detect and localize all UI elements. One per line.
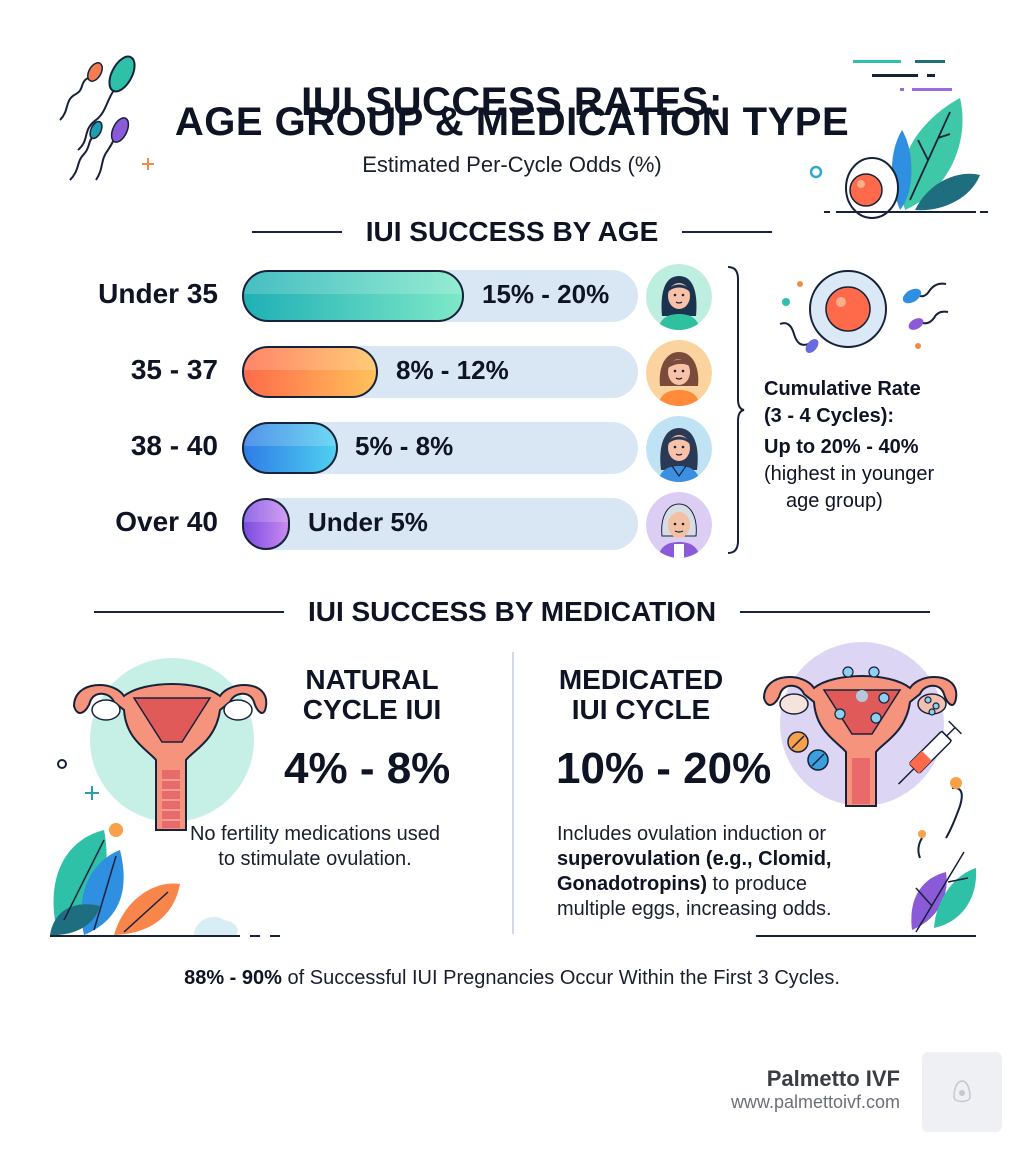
footnote-highlight: 88% - 90%	[184, 967, 282, 989]
cumulative-rate-note: Cumulative Rate (3 - 4 Cycles): Up to 20…	[764, 376, 994, 515]
avatar-young-woman-icon	[646, 264, 712, 330]
age-section-heading: IUI SUCCESS BY AGE	[240, 212, 784, 252]
avatar-older-woman-icon	[646, 492, 712, 558]
sperm-decor-icon	[59, 55, 154, 181]
heading-rule	[93, 611, 284, 613]
bar-value: Under 5%	[308, 507, 428, 537]
cumulative-cycles: (3 - 4 Cycles):	[764, 405, 895, 427]
bar-track	[242, 498, 638, 550]
cumulative-value: Up to 20% - 40%	[764, 436, 919, 458]
age-row-35-37: 35 - 37 8% - 12%	[0, 340, 740, 406]
footnote: 88% - 90% of Successful IUI Pregnancies …	[0, 967, 1024, 990]
age-label: 35 - 37	[130, 354, 218, 385]
medicated-desc-line1: Includes ovulation induction or	[557, 823, 827, 845]
page-title-line1: IUI SUCCESS RATES:	[301, 80, 723, 124]
medicated-cycle-value: 10% - 20%	[556, 744, 772, 793]
brand-name: Palmetto IVF	[766, 1066, 900, 1091]
natural-desc-line2: to stimulate ovulation.	[218, 848, 412, 870]
medicated-cycle-title: MEDICATED IUI CYCLE	[556, 665, 726, 725]
natural-desc-line1: No fertility medications used	[189, 823, 441, 845]
bar-value: 8% - 12%	[396, 355, 509, 385]
heading-rule	[251, 231, 342, 233]
brand-logo	[922, 1052, 1002, 1132]
avatar-woman-brown-hair-icon	[646, 340, 712, 406]
bar-fill	[242, 498, 290, 550]
natural-title-line1: NATURAL	[305, 664, 439, 695]
heading-rule	[682, 231, 773, 233]
heading-rule	[740, 611, 931, 613]
medication-section-heading: IUI SUCCESS BY MEDICATION	[76, 592, 948, 632]
brand-url[interactable]: www.palmettoivf.com	[730, 1092, 900, 1112]
age-row-38-40: 38 - 40 5% - 8%	[0, 416, 740, 482]
bar-value: 15% - 20%	[482, 279, 610, 309]
age-row-over-40: Over 40 Under 5%	[0, 492, 740, 558]
avatar-woman-dark-hair-icon	[646, 416, 712, 482]
cumulative-note-line1: (highest in younger	[764, 463, 935, 485]
bar-fill	[242, 270, 464, 322]
medicated-title-line2: IUI CYCLE	[571, 694, 711, 725]
cumulative-title: Cumulative Rate	[764, 378, 921, 400]
age-label: Over 40	[115, 506, 218, 537]
page-subtitle: Estimated Per-Cycle Odds (%)	[362, 152, 662, 177]
bracket-icon	[727, 266, 745, 554]
uterus-natural-icon	[50, 658, 280, 937]
medication-section-title: IUI SUCCESS BY MEDICATION	[307, 596, 717, 627]
natural-cycle-title: NATURAL CYCLE IUI	[292, 665, 452, 725]
egg-leaf-decor-icon	[810, 60, 988, 219]
bar-value: 5% - 8%	[355, 431, 454, 461]
natural-title-line2: CYCLE IUI	[302, 694, 442, 725]
page-title-line2: AGE GROUP & MEDICATION TYPE	[174, 100, 850, 144]
natural-cycle-value: 4% - 8%	[284, 744, 451, 793]
brand-logo-icon	[953, 1080, 971, 1103]
bar-fill	[242, 422, 338, 474]
footnote-text: of Successful IUI Pregnancies Occur With…	[281, 967, 840, 989]
cumulative-note-line2: age group)	[786, 490, 883, 512]
age-label: 38 - 40	[130, 430, 218, 461]
bar-fill	[242, 346, 378, 398]
age-section-title: IUI SUCCESS BY AGE	[365, 216, 659, 247]
natural-cycle-description: No fertility medications used to stimula…	[150, 822, 480, 872]
section-divider	[512, 652, 514, 934]
age-row-under-35: Under 35 15% - 20%	[0, 264, 740, 330]
medicated-cycle-description: Includes ovulation induction or superovu…	[557, 822, 897, 922]
medicated-desc-line3-rest: to produce	[706, 873, 808, 895]
medicated-desc-line4: multiple eggs, increasing odds.	[557, 898, 832, 920]
medicated-desc-line3: Gonadotropins) to produce	[557, 872, 897, 897]
medicated-desc-bold1: superovulation (e.g., Clomid,	[557, 848, 832, 870]
medicated-title-line1: MEDICATED	[558, 664, 724, 695]
age-label: Under 35	[98, 278, 218, 309]
egg-sperm-icon	[779, 270, 949, 353]
medicated-desc-bold2: Gonadotropins)	[557, 873, 707, 895]
uterus-medicated-icon	[756, 642, 977, 937]
